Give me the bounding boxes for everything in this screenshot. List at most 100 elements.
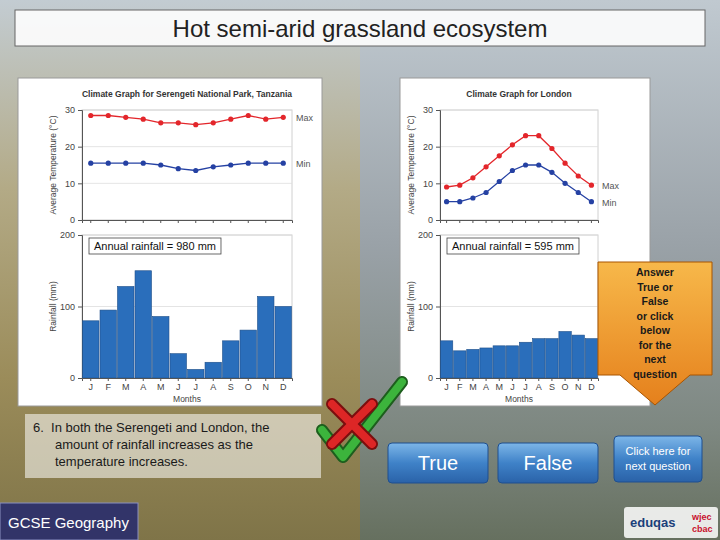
slide: Hot semi-arid grassland ecosystem0102030…	[0, 0, 720, 540]
y-tick-mark	[78, 183, 82, 184]
x-tick-label: M	[469, 382, 477, 392]
series-point	[470, 195, 475, 200]
x-tick	[591, 220, 592, 223]
x-tick-mark	[90, 220, 91, 223]
bar	[480, 348, 492, 378]
x-tick: M	[496, 378, 504, 392]
y-axis: 0102030	[423, 105, 441, 225]
y-tick-label: 30	[65, 105, 75, 115]
x-tick: M	[469, 378, 477, 392]
series-point	[123, 115, 128, 120]
series-point	[457, 199, 462, 204]
series-point	[141, 161, 146, 166]
series-point	[281, 115, 286, 120]
y-tick: 30	[65, 105, 82, 115]
series-point	[483, 164, 488, 169]
y-tick: 30	[423, 105, 440, 115]
y-tick-label: 100	[418, 302, 433, 312]
series-point	[211, 120, 216, 125]
bar	[585, 339, 597, 378]
x-tick: S	[549, 378, 555, 392]
x-tick: J	[176, 378, 181, 392]
next-button[interactable]: Click here for next question	[614, 436, 702, 482]
answer-button[interactable]: False	[498, 443, 598, 483]
y-tick: 0	[70, 373, 82, 383]
logo-text: cbac	[692, 524, 713, 534]
series-point	[589, 199, 594, 204]
series-point	[88, 113, 93, 118]
button-face[interactable]	[498, 443, 598, 483]
button-face[interactable]	[388, 443, 488, 483]
x-tick-label: D	[588, 382, 595, 392]
button-label[interactable]: False	[524, 452, 573, 474]
background-right	[360, 0, 720, 540]
x-tick-mark	[459, 378, 460, 381]
x-tick-mark	[213, 220, 214, 223]
button-face[interactable]	[614, 436, 702, 482]
x-tick-mark	[283, 220, 284, 223]
series-point	[228, 117, 233, 122]
x-tick-label: J	[510, 382, 515, 392]
x-tick: F	[106, 378, 112, 392]
y-tick-label: 200	[60, 230, 75, 240]
button-label[interactable]: True	[418, 452, 458, 474]
button-label[interactable]: Click here for	[626, 445, 691, 457]
x-tick: J	[444, 378, 449, 392]
series-point	[246, 113, 251, 118]
annotation: Annual rainfall = 980 mm	[89, 238, 221, 254]
x-tick-mark	[265, 220, 266, 223]
chart-panel	[18, 78, 322, 406]
x-tick-label: M	[496, 382, 504, 392]
x-tick-mark	[512, 378, 513, 381]
prompt-text: below	[640, 324, 671, 336]
x-tick: S	[228, 378, 234, 392]
x-tick	[446, 220, 447, 223]
x-tick: J	[194, 378, 199, 392]
bar	[240, 330, 256, 378]
x-tick: D	[588, 378, 595, 392]
x-tick: M	[122, 378, 130, 392]
x-tick-label: A	[210, 382, 216, 392]
x-tick-label: M	[122, 382, 130, 392]
button-label[interactable]: next question	[625, 460, 690, 472]
series-line	[91, 163, 284, 170]
title-bar	[15, 10, 705, 46]
footer-box	[0, 503, 138, 540]
series-point	[510, 142, 515, 147]
grid-line	[440, 235, 598, 236]
answer-button[interactable]: True	[388, 443, 488, 483]
x-tick-mark	[551, 378, 552, 381]
grid-line	[82, 235, 292, 236]
y-axis-line	[78, 111, 83, 221]
x-tick-mark	[512, 220, 513, 223]
y-axis-line	[436, 236, 441, 379]
x-tick	[525, 220, 526, 223]
x-tick-mark	[195, 220, 196, 223]
plot-area	[444, 133, 594, 204]
y-tick: 0	[428, 373, 440, 383]
logo-text: eduqas	[630, 515, 676, 530]
x-tick	[90, 220, 91, 223]
cross	[332, 404, 372, 444]
series-point	[457, 183, 462, 188]
bar	[275, 307, 291, 379]
bar	[559, 332, 571, 378]
y-tick-mark	[436, 183, 440, 184]
x-tick-mark	[499, 378, 500, 381]
series-point	[523, 162, 528, 167]
series-point	[562, 161, 567, 166]
x-tick-mark	[499, 220, 500, 223]
bar	[258, 296, 274, 378]
series-point	[444, 199, 449, 204]
y-tick: 100	[60, 302, 82, 312]
y-tick: 200	[60, 230, 82, 240]
prompt-text: next	[644, 353, 666, 365]
bar	[519, 342, 531, 378]
x-axis-title: Months	[173, 394, 201, 404]
x-tick: A	[140, 378, 146, 392]
y-tick-label: 200	[418, 230, 433, 240]
x-tick-mark	[472, 378, 473, 381]
plot-frame	[440, 235, 598, 378]
y-tick-mark	[436, 147, 440, 148]
x-tick-label: S	[228, 382, 234, 392]
